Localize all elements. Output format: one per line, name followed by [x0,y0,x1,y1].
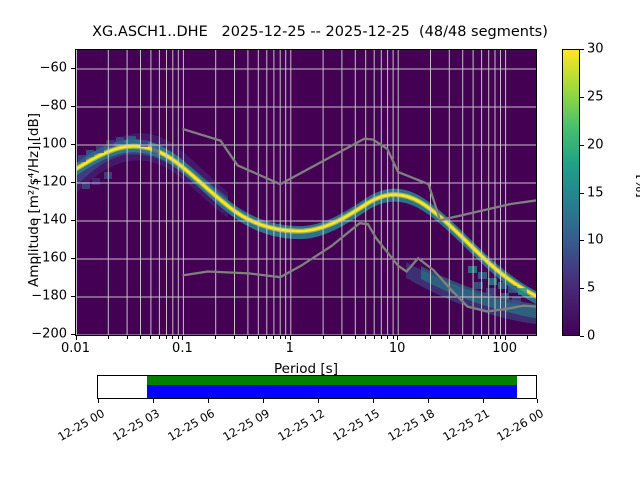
x-minor-tickmark [481,336,483,339]
coverage-tickmark [152,399,154,403]
y-tickmark [71,258,75,259]
x-minor-tickmark [150,336,152,339]
x-minor-tickmark [322,336,324,339]
x-minor-tickmark [392,336,394,339]
coverage-tickmark [97,399,99,403]
data-coverage-bar [97,375,537,399]
x-minor-tickmark [177,336,179,339]
y-tickmark [71,106,75,107]
page-title: XG.ASCH1..DHE 2025-12-25 -- 2025-12-25 (… [92,24,548,40]
nhnm-line [182,128,536,222]
x-minor-tickmark [472,336,474,339]
x-minor-tickmark [266,336,268,339]
ppsd-plot-area [75,49,537,336]
y-tickmark [71,296,75,297]
x-tickmark [504,336,506,340]
y-tick-label: −60 [39,60,67,76]
x-minor-tickmark [257,336,259,339]
x-minor-tickmark [430,336,431,339]
x-tick-label: 100 [492,341,517,356]
coverage-tickmark [372,399,374,403]
x-tickmark [397,336,399,340]
nlnm-line [182,222,536,313]
x-minor-tickmark [354,336,356,339]
colorbar-tickmark [580,192,584,194]
x-minor-tickmark [341,336,343,339]
x-minor-tickmark [215,336,217,339]
colorbar-tick-label: 0 [587,328,596,344]
x-minor-tickmark [527,336,528,339]
colorbar-tick-label: 5 [587,280,596,296]
y-tickmark [71,220,75,221]
y-tick-label: −100 [31,136,67,152]
colorbar-tickmark [580,288,584,290]
y-tick-label: −200 [31,326,67,342]
x-minor-tickmark [273,336,275,339]
colorbar-tickmark [580,336,584,337]
y-tick-label: −180 [31,288,67,304]
y-axis-title: Amplitude [m²/s⁴/Hz] [dB] [26,70,42,330]
coverage-tickmark [207,399,209,403]
colorbar-tickmark [580,144,584,146]
x-minor-tickmark [373,336,375,339]
y-tickmark [71,68,75,69]
x-minor-tickmark [279,336,281,339]
x-minor-tickmark [365,336,367,339]
x-minor-tickmark [500,336,501,339]
y-tickmark [71,334,75,335]
coverage-tickmark [536,399,538,403]
y-axis-title-text: Amplitude [m²/s⁴/Hz] [dB] [26,113,42,288]
x-tickmark [289,336,291,340]
x-axis-title: Period [s] [274,361,338,377]
x-minor-tickmark [247,336,249,339]
colorbar-tickmark [580,49,584,50]
colorbar-tick-label: 25 [587,89,604,105]
coverage-data-block [147,376,517,385]
x-minor-tickmark [488,336,490,339]
y-tick-label: −160 [31,250,67,266]
x-tickmark [182,336,184,340]
colorbar-unit-label: [%] [634,174,640,198]
y-tick-label: −80 [39,98,67,114]
x-tick-label: 10 [388,341,406,356]
coverage-segments-block [147,385,517,398]
x-minor-tickmark [172,336,174,339]
x-tick-label: 0.01 [61,341,90,356]
x-tickmark [75,336,77,340]
x-minor-tickmark [166,336,167,339]
ppsd-canvas [76,50,536,335]
x-tick-label: 1 [285,341,294,356]
y-tick-label: −140 [31,212,67,228]
x-minor-tickmark [462,336,464,339]
x-minor-tickmark [448,336,450,339]
mode-curve [76,144,536,298]
colorbar-tick-label: 30 [587,41,604,57]
x-minor-tickmark [126,336,128,339]
x-minor-tickmark [285,336,287,339]
x-minor-tickmark [380,336,382,339]
x-minor-tickmark [494,336,496,339]
coverage-tickmark [427,399,429,403]
x-minor-tickmark [387,336,389,339]
x-minor-tickmark [158,336,160,339]
coverage-tickmark [262,399,264,403]
colorbar-tickmark [580,96,584,98]
y-tickmark [71,182,75,183]
colorbar-tick-label: 15 [587,185,604,200]
y-tick-label: −120 [31,174,67,190]
colorbar-tick-label: 20 [587,137,604,153]
coverage-tickmark [317,399,319,403]
x-minor-tickmark [140,336,141,339]
gridlines [76,50,536,335]
colorbar [562,49,580,336]
y-tickmark [71,144,75,145]
x-minor-tickmark [107,336,109,339]
coverage-tickmark [482,399,484,403]
colorbar-tickmark [580,240,584,242]
x-tick-label: 0.1 [172,341,193,356]
x-minor-tickmark [234,336,235,339]
colorbar-tick-label: 10 [587,232,604,248]
